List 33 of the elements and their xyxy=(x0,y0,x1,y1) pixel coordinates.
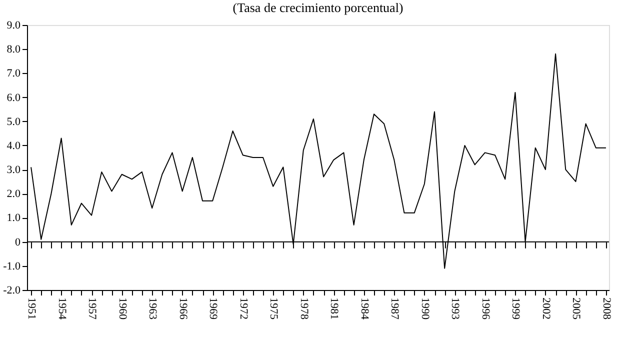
x-tick-label: 1981 xyxy=(328,298,340,320)
y-tick-label: 1.0 xyxy=(6,212,21,224)
y-tick-label: 4.0 xyxy=(6,140,21,152)
y-tick-label: 0 xyxy=(15,236,21,248)
y-tick-label: 5.0 xyxy=(6,116,21,128)
x-tick-label: 1954 xyxy=(56,298,68,320)
y-tick-label: 3.0 xyxy=(6,164,21,176)
x-tick-label: 1984 xyxy=(358,298,370,320)
x-tick-label: 1972 xyxy=(237,298,250,320)
x-tick-label: 1993 xyxy=(449,298,462,320)
x-tick-label: 1999 xyxy=(510,298,522,320)
x-tick-label: 1960 xyxy=(116,298,128,320)
y-tick-label: 7.0 xyxy=(6,68,21,80)
y-tick-label: 6.0 xyxy=(6,92,21,104)
x-tick-label: 2008 xyxy=(600,298,612,320)
x-tick-label: 1957 xyxy=(86,298,98,320)
x-tick-label: 1996 xyxy=(479,298,492,320)
x-tick-label: 1951 xyxy=(26,298,38,320)
x-tick-label: 1990 xyxy=(418,298,431,320)
x-tick-label: 1963 xyxy=(146,298,159,320)
y-tick-label: -1.0 xyxy=(3,260,21,272)
x-tick-label: 1975 xyxy=(268,298,280,320)
y-tick-label: 8.0 xyxy=(6,44,21,56)
x-tick-label: 1978 xyxy=(298,298,310,320)
x-tick-label: 1969 xyxy=(207,298,220,320)
x-tick-label: 1966 xyxy=(176,298,189,320)
y-tick-label: 9.0 xyxy=(6,20,21,32)
y-tick-label: -2.0 xyxy=(3,284,21,296)
y-tick-label: 2.0 xyxy=(6,188,21,200)
x-tick-label: 2005 xyxy=(570,298,582,320)
chart-title: (Tasa de crecimiento porcentual) xyxy=(232,0,404,15)
x-tick-label: 1987 xyxy=(388,298,401,320)
x-tick-label: 2002 xyxy=(540,298,552,320)
